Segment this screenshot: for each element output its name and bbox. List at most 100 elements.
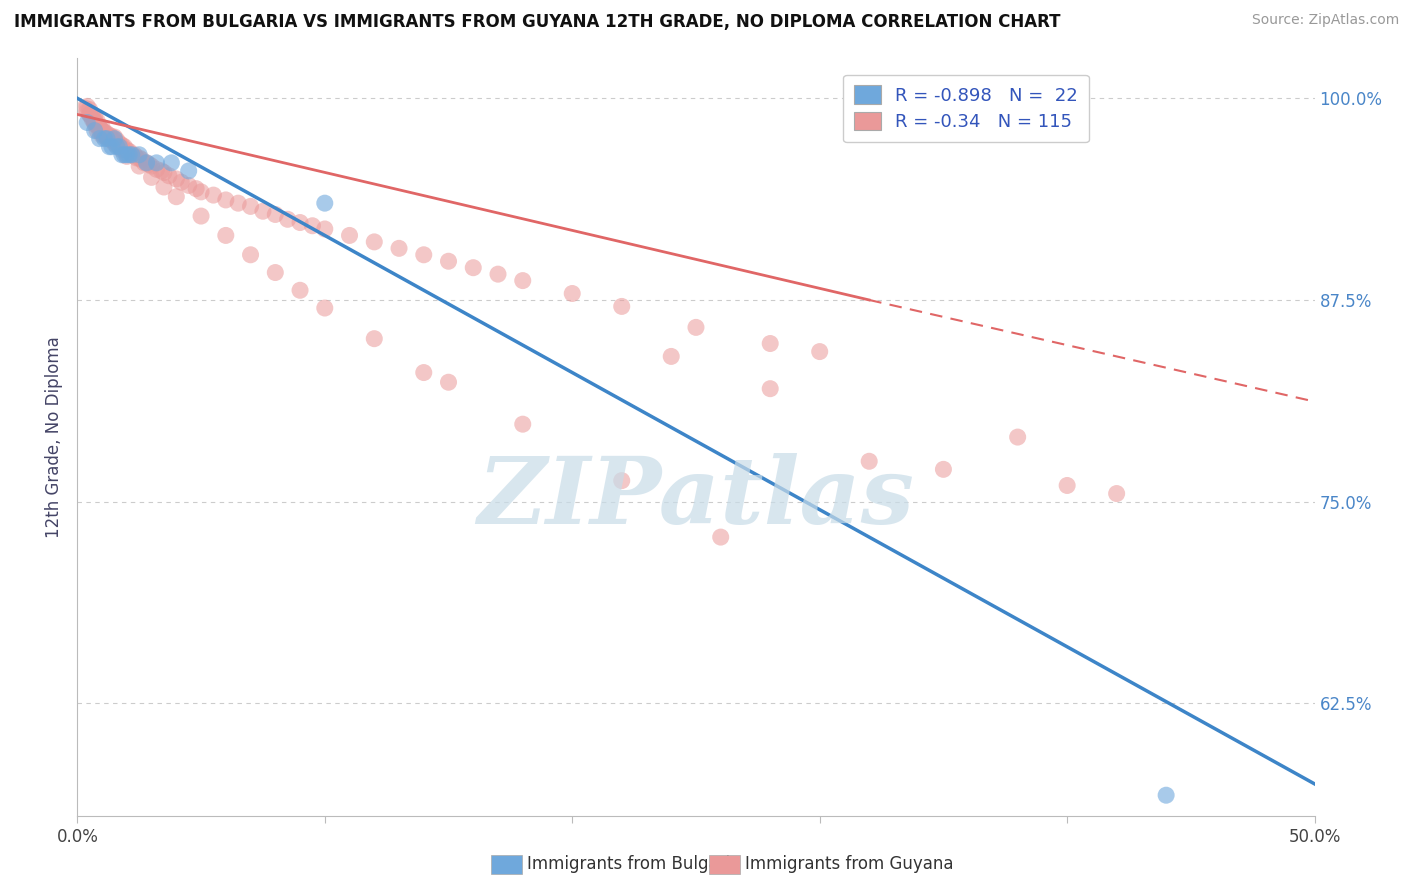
Point — [82, 111, 104, 125]
Point — [96, 130, 118, 145]
Point — [82, 112, 104, 127]
Point — [184, 181, 207, 195]
Point — [388, 241, 411, 255]
Point — [76, 115, 98, 129]
Point — [82, 107, 104, 121]
Point — [190, 209, 212, 223]
Point — [759, 336, 782, 351]
Point — [105, 139, 128, 153]
Y-axis label: 12th Grade, No Diploma: 12th Grade, No Diploma — [45, 336, 63, 538]
Point — [93, 131, 115, 145]
Point — [101, 130, 124, 145]
Point — [108, 139, 131, 153]
Point — [437, 376, 460, 390]
Point — [98, 131, 121, 145]
Point — [561, 286, 583, 301]
Text: Immigrants from Bulgaria: Immigrants from Bulgaria — [527, 855, 741, 873]
Point — [125, 151, 148, 165]
Point — [128, 159, 150, 173]
Point — [512, 274, 534, 288]
Point — [314, 301, 336, 315]
Point — [83, 111, 105, 125]
Point — [288, 283, 311, 297]
Point — [111, 143, 134, 157]
Point — [858, 454, 880, 468]
Point — [135, 156, 157, 170]
Point — [215, 228, 238, 243]
Point — [145, 156, 167, 170]
Text: IMMIGRANTS FROM BULGARIA VS IMMIGRANTS FROM GUYANA 12TH GRADE, NO DIPLOMA CORREL: IMMIGRANTS FROM BULGARIA VS IMMIGRANTS F… — [14, 13, 1060, 31]
Point — [412, 366, 434, 380]
Point — [103, 136, 125, 151]
Point — [79, 103, 101, 117]
Point — [759, 382, 782, 396]
Point — [412, 248, 434, 262]
Point — [177, 164, 200, 178]
Point — [76, 104, 98, 119]
Point — [610, 474, 633, 488]
Point — [115, 148, 138, 162]
Point — [93, 128, 115, 143]
Point — [96, 131, 118, 145]
Point — [135, 156, 157, 170]
Point — [96, 127, 118, 141]
Point — [1007, 430, 1029, 444]
Point — [710, 530, 733, 544]
Point — [91, 123, 114, 137]
Point — [115, 143, 138, 157]
Point — [98, 139, 121, 153]
Point — [105, 133, 128, 147]
Point — [141, 159, 163, 173]
Point — [118, 145, 141, 159]
Point — [108, 139, 131, 153]
Point — [160, 156, 183, 170]
Point — [91, 127, 114, 141]
Point — [1154, 788, 1177, 802]
Point — [128, 148, 150, 162]
Point — [122, 148, 145, 162]
Point — [134, 156, 156, 170]
Point — [170, 175, 193, 189]
Point — [610, 300, 633, 314]
Point — [103, 130, 125, 145]
Point — [101, 133, 124, 147]
Point — [115, 146, 138, 161]
Text: Immigrants from Guyana: Immigrants from Guyana — [745, 855, 953, 873]
Point — [91, 128, 114, 143]
Point — [512, 417, 534, 432]
Point — [288, 215, 311, 229]
Point — [105, 138, 128, 153]
Point — [215, 193, 238, 207]
Point — [93, 125, 115, 139]
Point — [131, 153, 153, 167]
Point — [239, 199, 262, 213]
Point — [157, 169, 180, 183]
Point — [83, 115, 105, 129]
Point — [808, 344, 831, 359]
Point — [111, 138, 134, 153]
Point — [91, 120, 114, 135]
Point — [105, 136, 128, 151]
Point — [86, 114, 108, 128]
Point — [128, 151, 150, 165]
Point — [363, 332, 385, 346]
Point — [153, 180, 176, 194]
Point — [98, 128, 121, 143]
Point — [89, 120, 111, 135]
Point — [83, 117, 105, 131]
Point — [177, 178, 200, 193]
Point — [91, 123, 114, 137]
Point — [89, 131, 111, 145]
Point — [73, 101, 96, 115]
Point — [83, 114, 105, 128]
Point — [86, 123, 108, 137]
Text: Source: ZipAtlas.com: Source: ZipAtlas.com — [1251, 13, 1399, 28]
Point — [83, 123, 105, 137]
Point — [89, 123, 111, 137]
Point — [463, 260, 485, 275]
Point — [145, 162, 167, 177]
Point — [252, 204, 274, 219]
Point — [190, 185, 212, 199]
Point — [153, 165, 176, 179]
Point — [659, 350, 682, 364]
